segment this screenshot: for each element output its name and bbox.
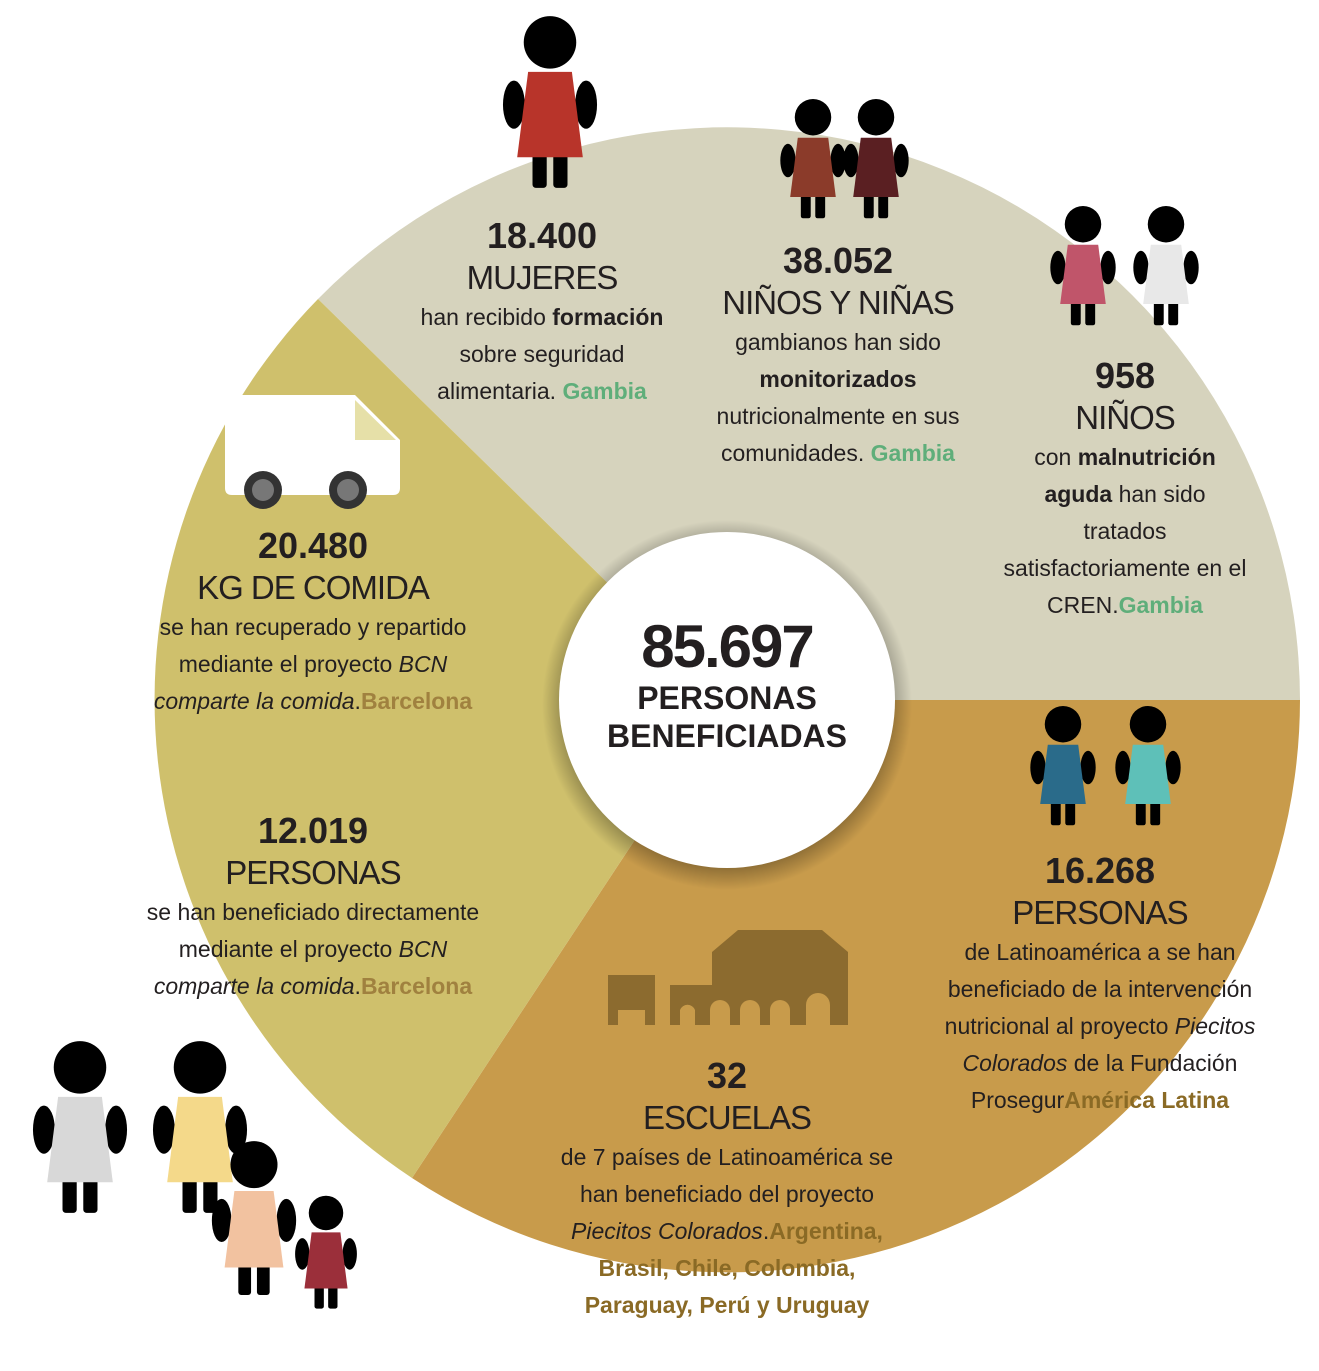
place: Gambia [871, 440, 955, 466]
stat-description: de 7 países de Latinoamérica se han bene… [547, 1139, 907, 1324]
place: Gambia [1119, 592, 1203, 618]
stat-number: 12.019 [138, 810, 488, 852]
place: América Latina [1064, 1087, 1229, 1113]
stat-label: MUJERES [402, 257, 682, 299]
stat-description: se han beneficiado directamente mediante… [138, 894, 488, 1005]
description-part: Piecitos Colorados [571, 1218, 763, 1244]
stat-label: ESCUELAS [547, 1097, 907, 1139]
center-total: 85.697 PERSONAS BENEFICIADAS [577, 615, 877, 755]
description-part: monitorizados [759, 366, 916, 392]
page: 85.697 PERSONAS BENEFICIADAS 18.400MUJER… [0, 0, 1319, 1371]
stat-number: 32 [547, 1055, 907, 1097]
stat-description: han recibido formación sobre seguridad a… [402, 299, 682, 410]
stat-description: gambianos han sido monitorizados nutrici… [693, 324, 983, 472]
stat-number: 18.400 [402, 215, 682, 257]
stat-label: NIÑOS [1000, 397, 1250, 439]
place: Barcelona [361, 973, 472, 999]
description-part: han recibido [421, 304, 553, 330]
stat-description: se han recuperado y repartido mediante e… [143, 609, 483, 720]
total-number: 85.697 [577, 615, 877, 679]
description-part: formación [552, 304, 663, 330]
description-part: gambianos han sido [735, 329, 941, 355]
stat-number: 958 [1000, 355, 1250, 397]
description-part: con [1034, 444, 1077, 470]
stat-label: NIÑOS Y NIÑAS [693, 282, 983, 324]
description-part: de 7 países de Latinoamérica se han bene… [561, 1144, 893, 1207]
stat-number: 20.480 [143, 525, 483, 567]
total-label: PERSONAS BENEFICIADAS [577, 679, 877, 755]
stat-description: con malnutrición aguda han sido tratados… [1000, 439, 1250, 624]
stat-number: 16.268 [935, 850, 1265, 892]
stat-number: 38.052 [693, 240, 983, 282]
place: Barcelona [361, 688, 472, 714]
stat-label: PERSONAS [138, 852, 488, 894]
stat-description: de Latinoamérica a se han beneficiado de… [935, 934, 1265, 1119]
stat-label: KG DE COMIDA [143, 567, 483, 609]
place: Gambia [562, 378, 646, 404]
stat-label: PERSONAS [935, 892, 1265, 934]
